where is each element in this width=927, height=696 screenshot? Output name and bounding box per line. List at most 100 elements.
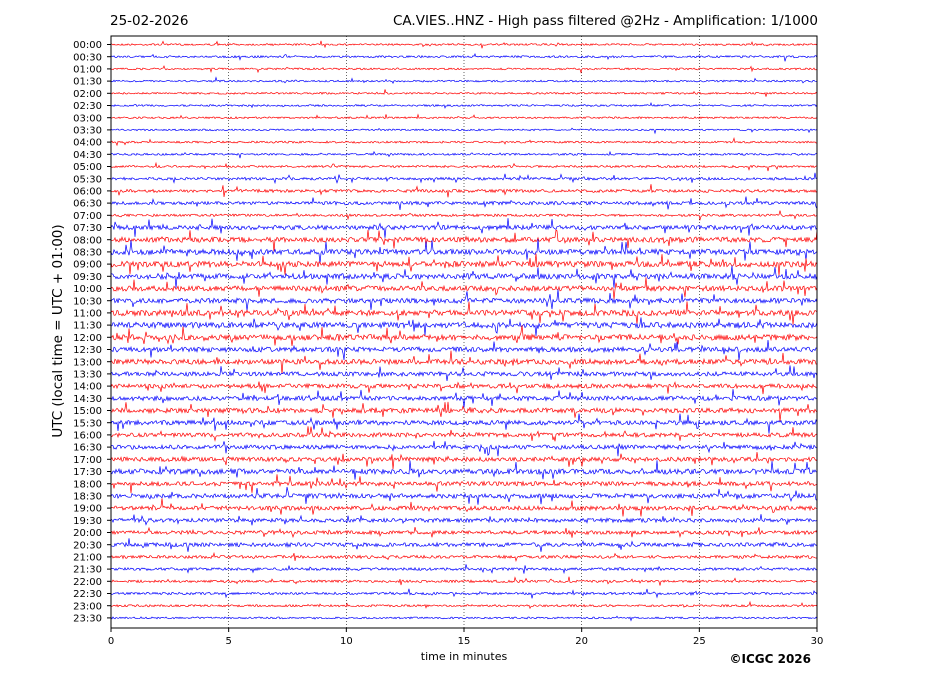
trace-1900 bbox=[110, 498, 818, 517]
trace-0030 bbox=[110, 53, 818, 62]
trace-0400 bbox=[110, 136, 818, 147]
trace-1600 bbox=[110, 426, 818, 442]
trace-1500 bbox=[110, 401, 818, 422]
y-tick-label: 22:00 bbox=[73, 577, 102, 588]
trace-1100 bbox=[110, 301, 818, 325]
trace-0100 bbox=[110, 65, 818, 74]
trace-2000 bbox=[110, 526, 818, 539]
y-tick-label: 12:30 bbox=[73, 345, 102, 356]
trace-1730 bbox=[110, 460, 818, 480]
x-tick-label: 5 bbox=[225, 636, 231, 647]
y-tick-label: 14:30 bbox=[73, 394, 102, 405]
y-tick-label: 02:00 bbox=[73, 89, 102, 100]
y-tick-label: 05:00 bbox=[73, 162, 102, 173]
trace-0200 bbox=[110, 89, 818, 97]
y-tick-label: 05:30 bbox=[73, 174, 102, 185]
x-axis-label: time in minutes bbox=[421, 650, 508, 663]
x-tick-labels: 0 5 10 15 20 25 30 bbox=[108, 628, 824, 647]
trace-0800 bbox=[110, 229, 818, 252]
trace-0830 bbox=[110, 239, 818, 264]
y-tick-label: 03:00 bbox=[73, 113, 102, 124]
y-tick-label: 19:00 bbox=[73, 504, 102, 515]
y-tick-label: 04:30 bbox=[73, 150, 102, 161]
trace-0700 bbox=[110, 210, 818, 222]
y-tick-label: 15:30 bbox=[73, 418, 102, 429]
y-tick-label: 10:00 bbox=[73, 284, 102, 295]
y-tick-label: 17:00 bbox=[73, 455, 102, 466]
trace-0900 bbox=[110, 253, 818, 276]
y-tick-label: 09:30 bbox=[73, 272, 102, 283]
trace-1800 bbox=[110, 474, 818, 494]
trace-1130 bbox=[110, 317, 818, 337]
trace-2200 bbox=[110, 576, 818, 586]
trace-group bbox=[110, 40, 818, 622]
date-label: 25-02-2026 bbox=[110, 13, 188, 29]
y-tick-label: 01:30 bbox=[73, 77, 102, 88]
y-axis-label: UTC (local time = UTC + 01:00) bbox=[50, 224, 66, 437]
y-tick-label: 20:00 bbox=[73, 528, 102, 539]
y-tick-label: 08:00 bbox=[73, 235, 102, 246]
trace-1430 bbox=[110, 389, 818, 408]
trace-0530 bbox=[110, 172, 818, 185]
trace-0330 bbox=[110, 127, 818, 135]
y-tick-label: 00:30 bbox=[73, 52, 102, 63]
y-tick-label: 13:00 bbox=[73, 357, 102, 368]
y-tick-label: 23:00 bbox=[73, 601, 102, 612]
y-tick-label: 06:00 bbox=[73, 187, 102, 198]
x-tick-label: 30 bbox=[811, 636, 824, 647]
trace-1930 bbox=[110, 514, 818, 526]
trace-1700 bbox=[110, 451, 818, 470]
trace-0730 bbox=[110, 218, 818, 238]
x-tick-label: 10 bbox=[340, 636, 353, 647]
y-tick-label: 08:30 bbox=[73, 248, 102, 259]
trace-1330 bbox=[110, 365, 818, 382]
y-tick-label: 13:30 bbox=[73, 370, 102, 381]
trace-0300 bbox=[110, 113, 818, 120]
y-tick-label: 02:30 bbox=[73, 101, 102, 112]
y-tick-label: 00:00 bbox=[73, 40, 102, 51]
trace-0600 bbox=[110, 184, 818, 198]
trace-1530 bbox=[110, 413, 818, 434]
trace-1630 bbox=[110, 440, 818, 457]
chart-title: CA.VIES..HNZ - High pass filtered @2Hz -… bbox=[393, 13, 818, 29]
trace-0130 bbox=[110, 76, 818, 84]
y-tick-label: 18:30 bbox=[73, 492, 102, 503]
trace-0630 bbox=[110, 196, 818, 210]
trace-1230 bbox=[110, 339, 818, 361]
trace-2230 bbox=[110, 588, 818, 599]
copyright-label: ©ICGC 2026 bbox=[729, 652, 811, 666]
y-tick-label: 22:30 bbox=[73, 589, 102, 600]
trace-2030 bbox=[110, 538, 818, 552]
trace-1200 bbox=[110, 325, 818, 347]
trace-0500 bbox=[110, 161, 818, 172]
trace-0430 bbox=[110, 150, 818, 159]
y-tick-label: 23:30 bbox=[73, 614, 102, 625]
y-tick-label: 06:30 bbox=[73, 199, 102, 210]
x-tick-label: 0 bbox=[108, 636, 114, 647]
x-tick-label: 20 bbox=[575, 636, 588, 647]
y-tick-label: 07:30 bbox=[73, 223, 102, 234]
x-tick-label: 25 bbox=[693, 636, 706, 647]
y-tick-label: 15:00 bbox=[73, 406, 102, 417]
y-tick-label: 16:00 bbox=[73, 431, 102, 442]
trace-0230 bbox=[110, 101, 818, 109]
y-tick-label: 16:30 bbox=[73, 443, 102, 454]
y-tick-label: 18:00 bbox=[73, 479, 102, 490]
trace-2100 bbox=[110, 551, 818, 563]
trace-1400 bbox=[110, 381, 818, 395]
trace-0930 bbox=[110, 265, 818, 288]
vertical-gridlines bbox=[228, 36, 700, 628]
y-tick-label: 11:00 bbox=[73, 309, 102, 320]
trace-0000 bbox=[110, 40, 818, 49]
y-tick-label: 19:30 bbox=[73, 516, 102, 527]
y-tick-label: 10:30 bbox=[73, 296, 102, 307]
y-tick-label: 17:30 bbox=[73, 467, 102, 478]
y-tick-label: 21:30 bbox=[73, 565, 102, 576]
y-tick-label: 11:30 bbox=[73, 321, 102, 332]
y-tick-label: 03:30 bbox=[73, 126, 102, 137]
y-tick-label: 20:30 bbox=[73, 540, 102, 551]
trace-1030 bbox=[110, 289, 818, 311]
y-tick-label: 04:00 bbox=[73, 138, 102, 149]
x-tick-label: 15 bbox=[458, 636, 471, 647]
